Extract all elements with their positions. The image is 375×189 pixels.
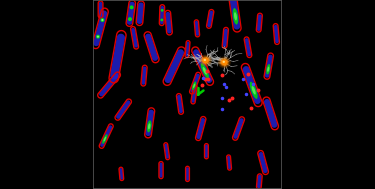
Ellipse shape [193, 84, 195, 88]
Polygon shape [177, 95, 183, 113]
Ellipse shape [219, 57, 230, 68]
Ellipse shape [104, 137, 106, 141]
Polygon shape [119, 168, 123, 180]
Polygon shape [186, 167, 189, 180]
Ellipse shape [250, 82, 258, 99]
Polygon shape [116, 100, 130, 119]
Ellipse shape [102, 134, 108, 144]
Polygon shape [165, 12, 172, 33]
Polygon shape [165, 49, 184, 83]
Ellipse shape [201, 57, 210, 64]
Ellipse shape [222, 60, 226, 64]
Polygon shape [257, 175, 262, 188]
Polygon shape [93, 11, 107, 46]
Polygon shape [258, 152, 268, 173]
Ellipse shape [130, 5, 134, 9]
Ellipse shape [203, 67, 207, 75]
Ellipse shape [223, 61, 224, 62]
Polygon shape [127, 2, 135, 25]
Polygon shape [190, 74, 200, 93]
Polygon shape [99, 74, 119, 96]
Polygon shape [99, 2, 103, 17]
Ellipse shape [160, 19, 163, 21]
Ellipse shape [234, 12, 237, 20]
Polygon shape [257, 14, 262, 31]
Ellipse shape [222, 60, 227, 65]
Ellipse shape [232, 8, 238, 25]
Polygon shape [244, 38, 251, 56]
Polygon shape [227, 156, 231, 169]
Ellipse shape [100, 18, 104, 22]
Ellipse shape [204, 59, 206, 60]
Polygon shape [243, 66, 261, 104]
Polygon shape [131, 28, 138, 48]
Ellipse shape [201, 63, 209, 78]
Ellipse shape [147, 120, 152, 132]
Polygon shape [196, 118, 205, 139]
Polygon shape [110, 34, 125, 80]
Ellipse shape [96, 35, 100, 39]
Ellipse shape [148, 123, 150, 129]
Polygon shape [207, 11, 213, 27]
Polygon shape [223, 29, 228, 47]
Ellipse shape [97, 36, 99, 38]
Polygon shape [146, 110, 154, 136]
Polygon shape [185, 42, 190, 57]
Ellipse shape [200, 55, 211, 66]
Polygon shape [164, 144, 169, 159]
Polygon shape [145, 34, 158, 61]
Polygon shape [205, 145, 208, 158]
Polygon shape [100, 125, 112, 147]
Ellipse shape [101, 19, 104, 21]
Polygon shape [160, 6, 164, 24]
Ellipse shape [128, 17, 132, 21]
Ellipse shape [161, 9, 164, 12]
Ellipse shape [203, 59, 207, 62]
Ellipse shape [202, 58, 208, 63]
Polygon shape [265, 55, 273, 78]
Polygon shape [141, 67, 147, 85]
Ellipse shape [267, 67, 269, 72]
Ellipse shape [266, 64, 270, 74]
Polygon shape [136, 2, 144, 24]
Polygon shape [274, 25, 279, 43]
Polygon shape [233, 118, 244, 139]
Ellipse shape [220, 59, 228, 66]
Polygon shape [264, 99, 278, 128]
Polygon shape [191, 86, 197, 103]
Ellipse shape [252, 86, 256, 95]
Ellipse shape [192, 81, 196, 90]
Polygon shape [193, 49, 212, 83]
Polygon shape [229, 0, 240, 29]
Polygon shape [195, 21, 199, 36]
Polygon shape [159, 163, 163, 178]
